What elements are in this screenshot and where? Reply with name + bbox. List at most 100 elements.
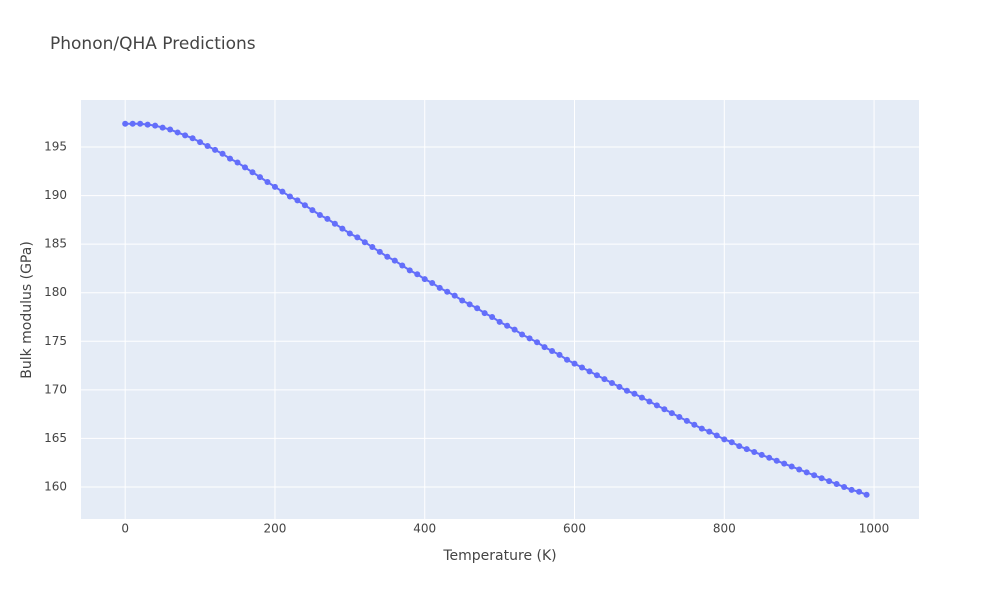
- point: [773, 457, 780, 464]
- point: [152, 122, 159, 129]
- point: [848, 486, 855, 493]
- point: [638, 394, 645, 401]
- point: [661, 406, 668, 413]
- point: [631, 390, 638, 397]
- point: [384, 253, 391, 260]
- point: [519, 331, 526, 338]
- point: [556, 351, 563, 358]
- y-tick-label: 175: [44, 334, 67, 348]
- point: [758, 451, 765, 458]
- point: [736, 443, 743, 450]
- point: [593, 372, 600, 379]
- grid: [81, 100, 919, 519]
- x-tick-label: 0: [121, 522, 129, 536]
- point: [369, 244, 376, 251]
- point: [376, 248, 383, 255]
- y-tick-label: 190: [44, 188, 67, 202]
- point: [751, 448, 758, 455]
- point: [541, 344, 548, 351]
- plot-area: [81, 100, 919, 519]
- point: [436, 284, 443, 291]
- point: [504, 322, 511, 329]
- x-tick-label: 800: [713, 522, 736, 536]
- point: [608, 380, 615, 387]
- point: [579, 364, 586, 371]
- point: [361, 239, 368, 246]
- point: [182, 132, 189, 139]
- point: [249, 169, 256, 176]
- point: [339, 225, 346, 232]
- y-tick-label: 195: [44, 140, 67, 154]
- point: [414, 271, 421, 278]
- point: [159, 124, 166, 131]
- point: [526, 335, 533, 342]
- y-tick-label: 160: [44, 479, 67, 493]
- point: [676, 414, 683, 421]
- point: [421, 276, 428, 283]
- point: [242, 164, 249, 171]
- point: [197, 139, 204, 146]
- point: [129, 120, 136, 127]
- chart-title: Phonon/QHA Predictions: [50, 34, 256, 54]
- point: [826, 478, 833, 485]
- point: [713, 432, 720, 439]
- point: [766, 454, 773, 461]
- point: [728, 439, 735, 446]
- point: [309, 207, 316, 214]
- point: [279, 188, 286, 195]
- point: [189, 135, 196, 142]
- marks: [122, 120, 870, 498]
- point: [841, 483, 848, 490]
- point: [391, 257, 398, 264]
- point: [549, 347, 556, 354]
- point: [451, 292, 458, 299]
- point: [137, 120, 144, 127]
- x-tick-label: 200: [264, 522, 287, 536]
- point: [489, 313, 496, 320]
- point: [616, 383, 623, 390]
- point: [346, 230, 353, 237]
- point: [212, 146, 219, 153]
- point: [706, 428, 713, 435]
- point: [698, 425, 705, 432]
- point: [444, 288, 451, 295]
- point: [623, 387, 630, 394]
- point: [271, 183, 278, 190]
- point: [429, 279, 436, 286]
- point: [301, 202, 308, 209]
- y-tick-label: 165: [44, 431, 67, 445]
- point: [788, 463, 795, 470]
- point: [264, 178, 271, 185]
- point: [586, 368, 593, 375]
- point: [811, 472, 818, 479]
- point: [781, 460, 788, 467]
- point: [653, 402, 660, 409]
- point: [803, 469, 810, 476]
- point: [496, 318, 503, 325]
- point: [399, 262, 406, 269]
- point: [227, 155, 234, 162]
- y-tick-label: 185: [44, 237, 67, 251]
- point: [818, 475, 825, 482]
- point: [691, 421, 698, 428]
- y-tick-label: 180: [44, 285, 67, 299]
- point: [204, 143, 211, 150]
- point: [234, 159, 241, 166]
- x-tick-label: 1000: [859, 522, 890, 536]
- point: [256, 174, 263, 181]
- point: [571, 360, 578, 367]
- point: [459, 297, 466, 304]
- point: [406, 267, 413, 274]
- point: [219, 150, 226, 157]
- point: [324, 215, 331, 222]
- point: [668, 410, 675, 417]
- point: [144, 121, 151, 128]
- point: [534, 339, 541, 346]
- point: [466, 301, 473, 308]
- point: [316, 211, 323, 218]
- point: [331, 220, 338, 227]
- point: [863, 491, 870, 498]
- point: [683, 417, 690, 424]
- point: [564, 356, 571, 363]
